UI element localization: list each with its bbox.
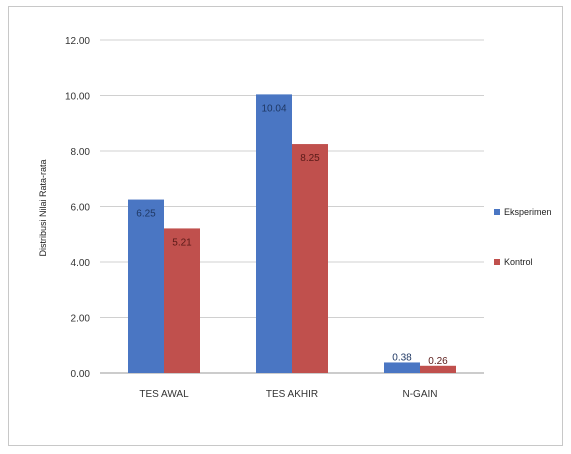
bar-eksperimen-tes-awal: [128, 199, 164, 373]
x-axis-categories: TES AWAL TES AKHIR N-GAIN: [139, 389, 437, 400]
y-tick-label: 6.00: [71, 203, 91, 214]
data-label: 8.25: [300, 153, 320, 164]
x-category-label: N-GAIN: [403, 389, 438, 400]
bars: [128, 94, 456, 373]
data-label: 10.04: [261, 103, 286, 114]
legend-swatch: [494, 259, 500, 265]
bar-kontrol-tes-akhir: [292, 144, 328, 373]
y-tick-label: 4.00: [71, 258, 91, 269]
y-axis-ticks: 0.00 2.00 4.00 6.00 8.00 10.00 12.00: [65, 36, 90, 380]
x-category-label: TES AWAL: [139, 389, 189, 400]
y-tick-label: 10.00: [65, 92, 90, 103]
y-tick-label: 12.00: [65, 36, 90, 47]
data-label: 5.21: [172, 237, 192, 248]
y-axis-label: Distribusi Nilai Rata-rata: [38, 159, 48, 256]
bar-eksperimen-n-gain: [384, 362, 420, 373]
bar-kontrol-tes-awal: [164, 228, 200, 373]
bar-kontrol-n-gain: [420, 365, 456, 373]
y-tick-label: 8.00: [71, 147, 91, 158]
legend-swatch: [494, 209, 500, 215]
data-label: 6.25: [136, 209, 156, 220]
bar-eksperimen-tes-akhir: [256, 94, 292, 373]
y-tick-label: 0.00: [71, 369, 91, 380]
data-label: 0.38: [392, 352, 412, 363]
data-label: 0.26: [428, 356, 448, 367]
x-category-label: TES AKHIR: [266, 389, 318, 400]
data-labels: 6.25 5.21 10.04 8.25 0.38 0.26: [136, 103, 448, 366]
legend: Eksperimen Kontrol: [494, 207, 552, 267]
legend-label: Kontrol: [504, 257, 533, 267]
y-tick-label: 2.00: [71, 314, 91, 325]
legend-label: Eksperimen: [504, 207, 552, 217]
